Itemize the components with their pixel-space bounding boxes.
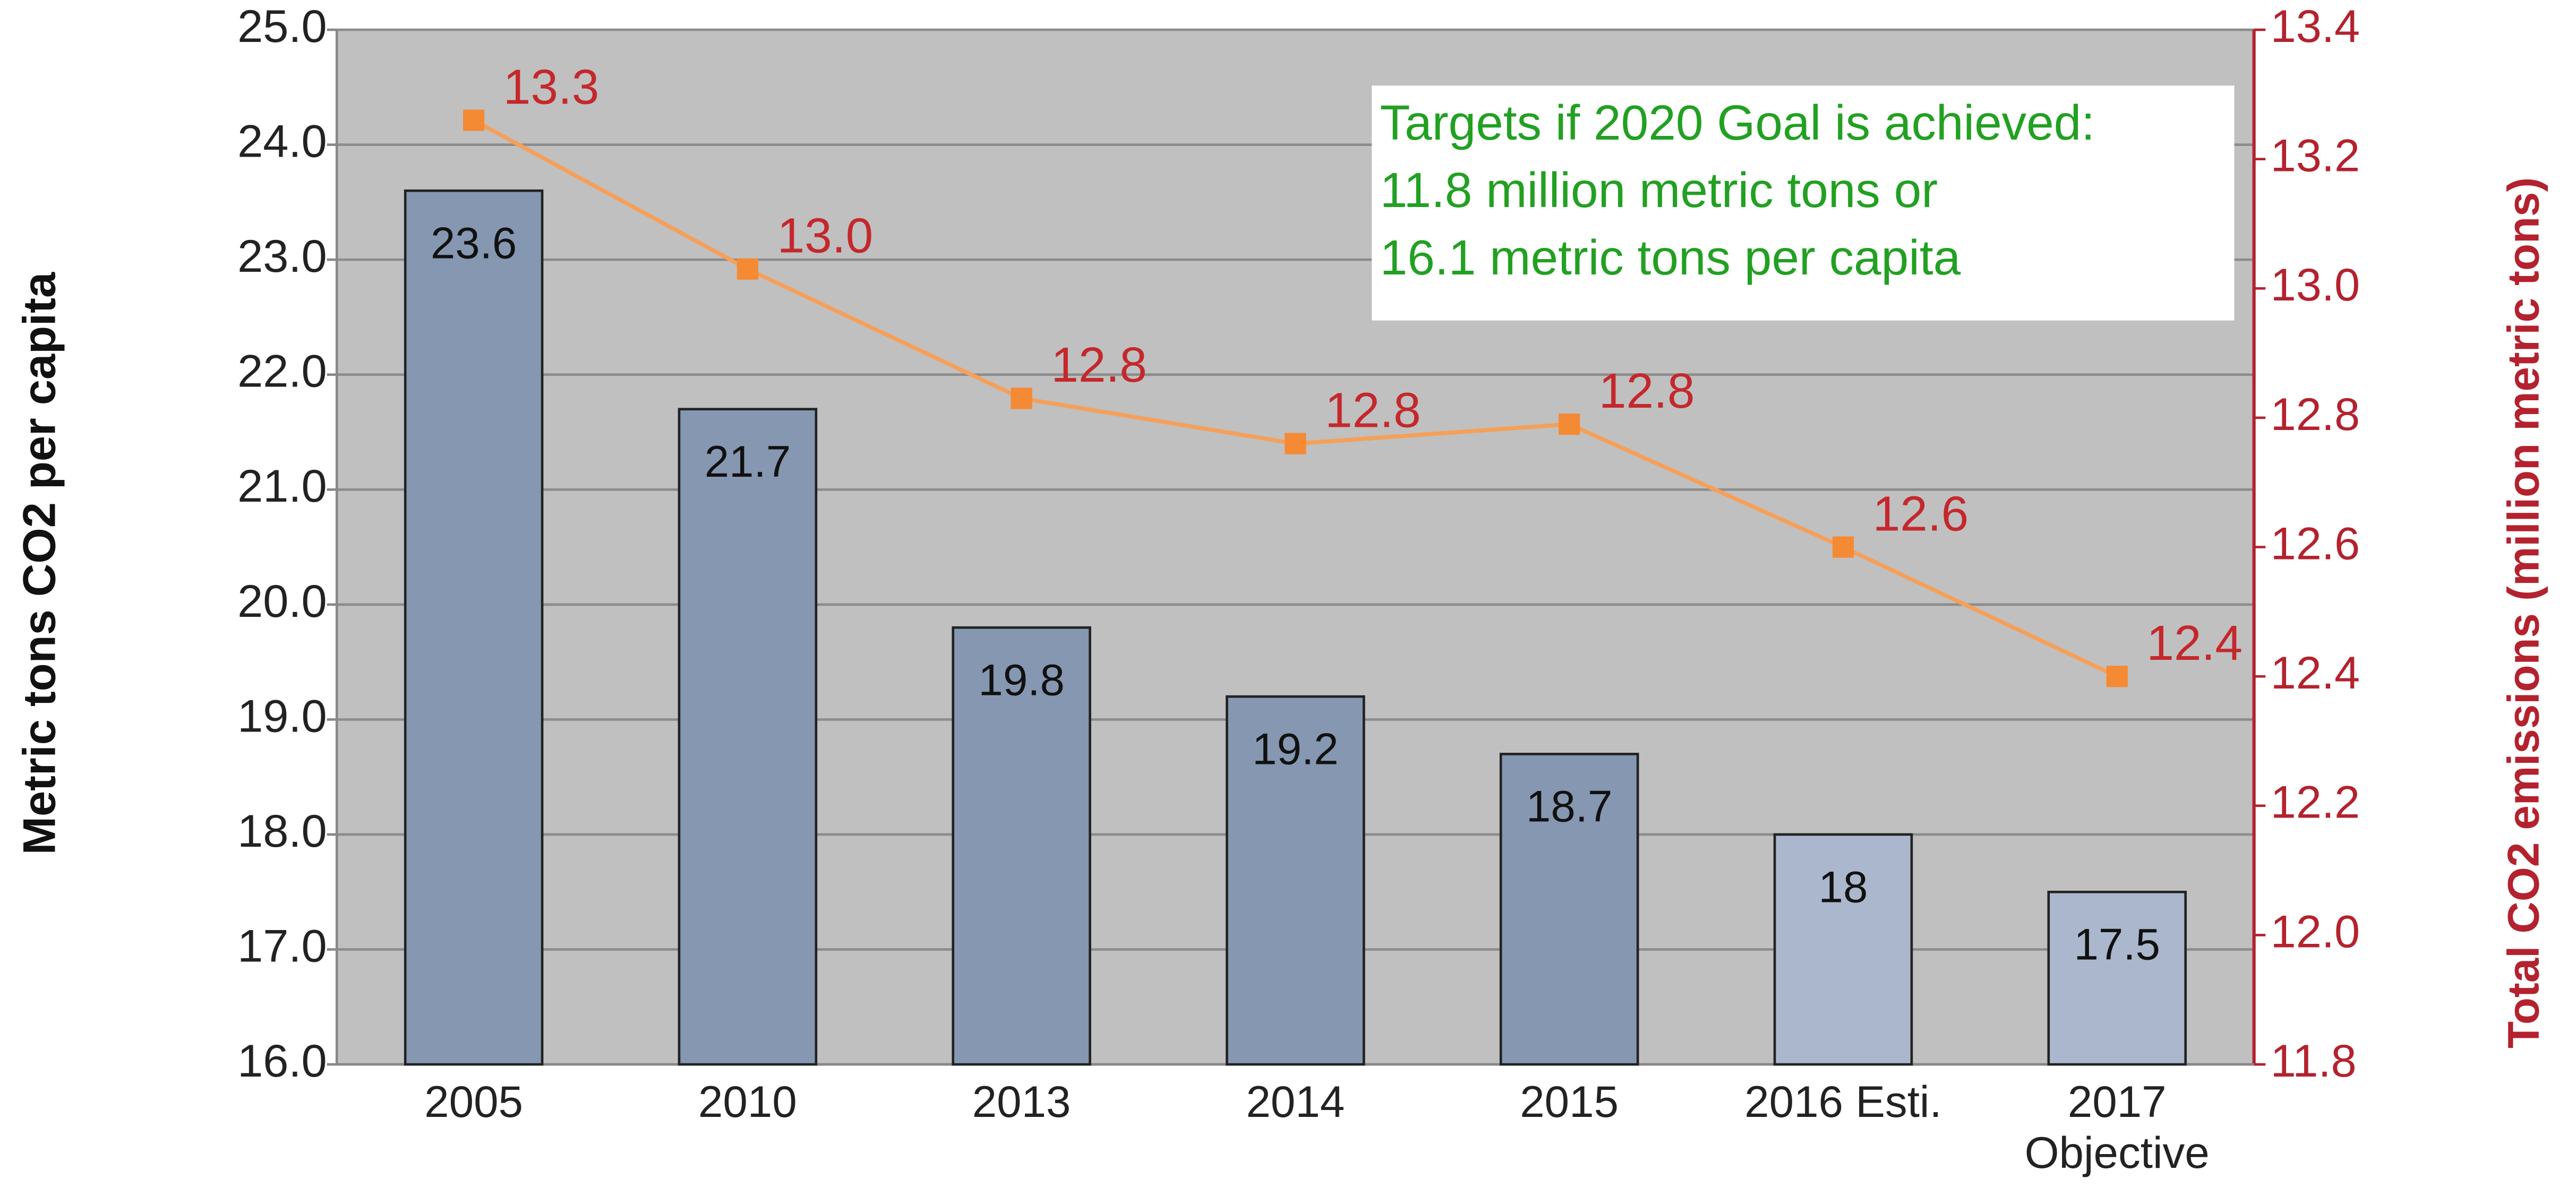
line-marker [463, 109, 485, 131]
y-tick-label: 24.0 [237, 116, 327, 167]
bar-value-label: 19.8 [978, 655, 1065, 704]
bar-value-label: 19.2 [1252, 724, 1339, 773]
line-marker [1011, 388, 1032, 409]
x-tick-label: 2015 [1520, 1077, 1619, 1127]
y2-tick-label: 12.8 [2271, 389, 2360, 440]
y-tick-label: 22.0 [237, 346, 327, 397]
bar-value-label: 18 [1819, 862, 1868, 911]
y-axis-title: Metric tons CO2 per capita [14, 272, 65, 855]
y2-tick-label: 12.2 [2271, 777, 2360, 828]
bar-value-label: 18.7 [1526, 781, 1613, 831]
line-value-label: 12.6 [1873, 486, 1969, 541]
line-marker [1832, 536, 1854, 558]
bar [2047, 890, 2187, 1066]
y2-axis-title: Total CO2 emissions (million metric tons… [2498, 177, 2548, 1048]
y-tick-label: 16.0 [237, 1036, 327, 1087]
x-tick-label: 2010 [698, 1077, 797, 1127]
y-tick-label: 17.0 [237, 920, 327, 971]
x-tick-label: 2017 Objective [2024, 1077, 2210, 1178]
x-tick-group: 2013 [972, 1077, 1071, 1127]
line-value-label: 12.8 [1325, 383, 1421, 438]
line-value-label: 12.8 [1599, 363, 1695, 418]
x-tick-group: 2016 Esti. [1744, 1077, 1942, 1127]
x-tick-label: 2013 [972, 1077, 1071, 1127]
y2-tick-label: 11.8 [2271, 1036, 2357, 1087]
line-value-label: 13.3 [503, 59, 600, 114]
y-tick-label: 19.0 [237, 691, 327, 742]
x-tick-label: 2005 [424, 1077, 524, 1127]
bar-value-label: 23.6 [431, 218, 517, 268]
bar [678, 408, 818, 1066]
line-value-label: 13.0 [777, 208, 874, 263]
line-marker [737, 258, 758, 280]
bar-value-label: 17.5 [2074, 919, 2160, 969]
bar [1226, 695, 1365, 1066]
annotation-text: Targets if 2020 Goal is achieved: [1380, 95, 2095, 150]
x-tick-group: 2005 [424, 1077, 524, 1127]
y-tick-label: 20.0 [237, 576, 327, 627]
x-tick-group: 2014 [1246, 1077, 1345, 1127]
annotation-box [1372, 85, 2235, 321]
line-marker [1285, 433, 1306, 454]
bar [952, 626, 1091, 1066]
y2-tick-label: 12.6 [2271, 518, 2360, 569]
bar-value-label: 21.7 [705, 436, 791, 486]
y-tick-label: 25.0 [237, 1, 327, 52]
x-tick-label: 2014 [1246, 1077, 1345, 1127]
y-tick-label: 23.0 [237, 231, 327, 282]
line-marker [2106, 666, 2128, 687]
y2-tick-label: 13.2 [2271, 131, 2360, 182]
line-value-label: 12.4 [2146, 615, 2243, 670]
x-tick-group: 2015 [1520, 1077, 1619, 1127]
annotation-text: 11.8 million metric tons or [1380, 162, 1938, 218]
y2-tick-label: 12.0 [2271, 906, 2360, 957]
x-tick-label: 2016 Esti. [1744, 1077, 1942, 1127]
bar [404, 189, 544, 1066]
line-marker [1559, 414, 1580, 435]
annotation-text: 16.1 metric tons per capita [1380, 230, 1961, 285]
line-value-label: 12.8 [1051, 337, 1147, 392]
y-tick-label: 18.0 [237, 806, 327, 857]
x-tick-group: 2010 [698, 1077, 797, 1127]
y2-tick-label: 13.0 [2271, 260, 2360, 311]
bar [1499, 753, 1639, 1066]
y2-tick-label: 13.4 [2271, 1, 2360, 52]
y-tick-label: 21.0 [237, 461, 327, 512]
x-tick-group: 2017 Objective [2024, 1077, 2210, 1178]
y2-tick-label: 12.4 [2271, 648, 2360, 699]
bar [1773, 833, 1913, 1066]
